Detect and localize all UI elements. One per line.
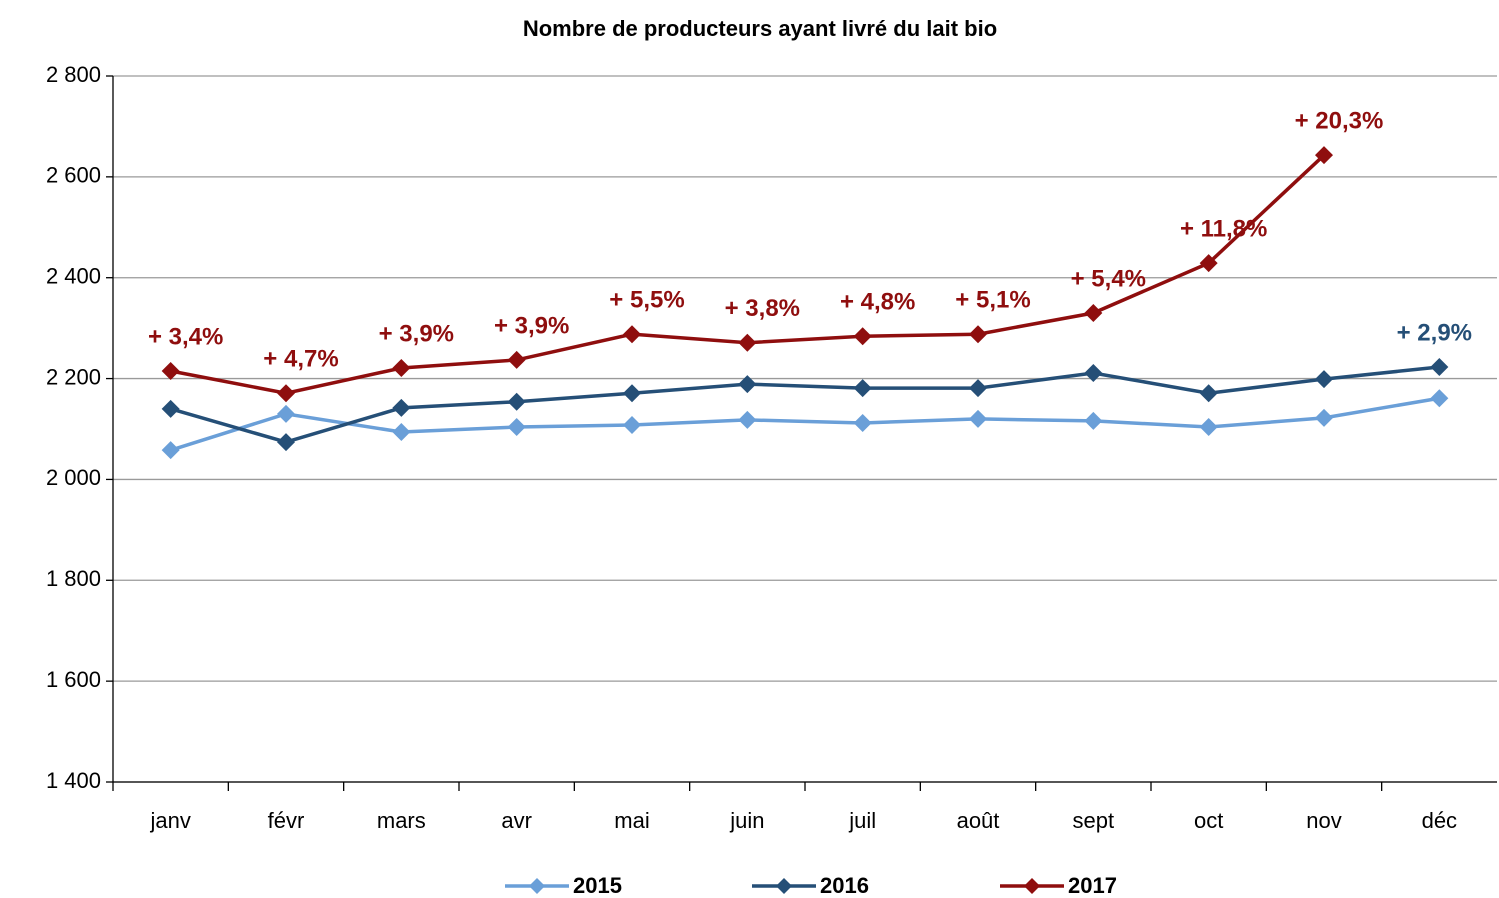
annotation: + 5,4% bbox=[1071, 265, 1146, 292]
y-tick-label: 1 800 bbox=[46, 566, 101, 591]
annotation: + 2,9% bbox=[1397, 319, 1472, 346]
x-tick-label: avr bbox=[501, 808, 532, 833]
legend-marker bbox=[529, 878, 545, 894]
series-line bbox=[170, 396, 1440, 452]
marker bbox=[161, 399, 180, 418]
marker bbox=[161, 441, 180, 460]
legend-label: 2017 bbox=[1068, 873, 1117, 898]
x-tick-label: août bbox=[957, 808, 1000, 833]
y-tick-label: 1 400 bbox=[46, 768, 101, 793]
marker bbox=[392, 398, 411, 417]
marker bbox=[738, 410, 757, 429]
annotation: + 11,8% bbox=[1180, 215, 1267, 242]
marker bbox=[392, 358, 411, 377]
annotation: + 4,8% bbox=[840, 289, 915, 316]
x-tick-label: oct bbox=[1194, 808, 1223, 833]
y-tick-label: 2 000 bbox=[46, 465, 101, 490]
x-tick-label: nov bbox=[1306, 808, 1341, 833]
marker bbox=[1430, 357, 1449, 376]
marker bbox=[853, 327, 872, 346]
marker bbox=[738, 333, 757, 352]
marker bbox=[1084, 364, 1103, 383]
annotation: + 3,9% bbox=[494, 312, 569, 339]
legend-marker bbox=[1024, 878, 1040, 894]
x-tick-label: janv bbox=[149, 808, 190, 833]
series-line bbox=[170, 153, 1326, 395]
annotation: + 20,3% bbox=[1295, 108, 1384, 135]
x-tick-label: juil bbox=[848, 808, 876, 833]
marker bbox=[1199, 254, 1218, 273]
marker bbox=[1315, 146, 1333, 165]
annotation: + 5,1% bbox=[955, 287, 1030, 314]
series-line bbox=[170, 365, 1440, 444]
y-tick-label: 1 600 bbox=[46, 667, 101, 692]
marker bbox=[277, 384, 295, 403]
y-tick-label: 2 400 bbox=[46, 264, 101, 289]
marker bbox=[738, 375, 757, 394]
marker bbox=[507, 350, 526, 369]
marker bbox=[853, 413, 872, 432]
y-tick-label: 2 800 bbox=[46, 62, 101, 87]
marker bbox=[969, 379, 987, 398]
marker bbox=[277, 404, 295, 423]
x-tick-label: juin bbox=[729, 808, 764, 833]
annotation: + 5,5% bbox=[609, 287, 684, 314]
marker bbox=[507, 392, 526, 411]
x-tick-label: mai bbox=[614, 808, 649, 833]
marker bbox=[1199, 417, 1218, 436]
marker bbox=[969, 325, 987, 344]
annotation: + 3,9% bbox=[379, 320, 454, 347]
annotation: + 3,8% bbox=[725, 295, 800, 322]
legend-label: 2015 bbox=[573, 873, 622, 898]
x-tick-label: sept bbox=[1073, 808, 1115, 833]
marker bbox=[161, 362, 180, 381]
annotation: + 4,7% bbox=[263, 346, 338, 373]
marker bbox=[1084, 411, 1103, 430]
x-tick-label: févr bbox=[268, 808, 305, 833]
x-tick-label: mars bbox=[377, 808, 426, 833]
legend-label: 2016 bbox=[820, 873, 869, 898]
annotation: + 3,4% bbox=[148, 323, 223, 350]
marker bbox=[623, 384, 641, 403]
marker bbox=[507, 417, 526, 436]
marker bbox=[623, 325, 641, 344]
marker bbox=[1199, 384, 1218, 403]
y-tick-label: 2 600 bbox=[46, 163, 101, 188]
marker bbox=[392, 423, 411, 442]
x-tick-label: déc bbox=[1422, 808, 1457, 833]
marker bbox=[969, 409, 987, 428]
marker bbox=[277, 433, 295, 452]
marker bbox=[853, 379, 872, 398]
marker bbox=[1315, 408, 1333, 427]
marker bbox=[1430, 389, 1449, 408]
marker bbox=[623, 415, 641, 434]
marker bbox=[1315, 370, 1333, 389]
legend-marker bbox=[776, 878, 792, 894]
marker bbox=[1084, 304, 1103, 323]
chart-title: Nombre de producteurs ayant livré du lai… bbox=[523, 16, 997, 41]
y-tick-label: 2 200 bbox=[46, 364, 101, 389]
